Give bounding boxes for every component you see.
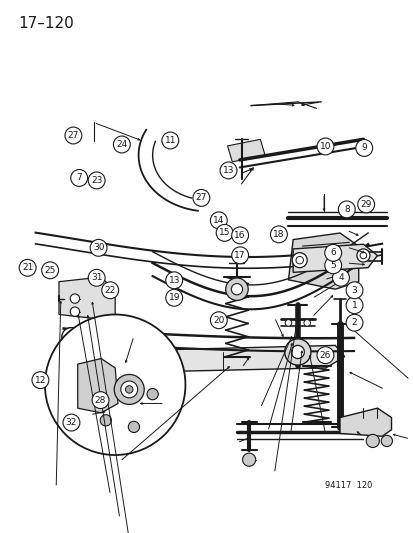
Circle shape: [71, 169, 88, 187]
Text: 17–120: 17–120: [19, 15, 74, 31]
Circle shape: [88, 172, 105, 189]
Circle shape: [147, 389, 158, 400]
Text: 13: 13: [168, 276, 180, 285]
Text: 20: 20: [213, 316, 224, 325]
Circle shape: [337, 201, 354, 218]
Text: 3: 3: [351, 286, 356, 295]
Text: 29: 29: [360, 200, 371, 209]
Circle shape: [90, 239, 107, 256]
Text: 22: 22: [104, 286, 116, 295]
Circle shape: [316, 347, 333, 364]
Text: 19: 19: [168, 293, 180, 302]
Text: 10: 10: [319, 142, 330, 151]
Circle shape: [210, 312, 227, 329]
Text: 26: 26: [319, 351, 330, 360]
Text: 27: 27: [68, 131, 79, 140]
Text: 1: 1: [351, 301, 356, 310]
Circle shape: [216, 224, 233, 241]
Circle shape: [70, 294, 79, 303]
Text: 21: 21: [22, 263, 33, 272]
Polygon shape: [339, 408, 391, 437]
Text: 30: 30: [93, 244, 104, 252]
Circle shape: [291, 345, 304, 359]
Circle shape: [345, 297, 362, 314]
Circle shape: [324, 257, 341, 274]
Circle shape: [121, 381, 138, 398]
Text: 11: 11: [164, 136, 176, 145]
Circle shape: [88, 269, 105, 286]
Text: 31: 31: [91, 273, 102, 282]
Circle shape: [345, 314, 362, 331]
Polygon shape: [292, 244, 377, 272]
Circle shape: [220, 162, 236, 179]
Text: 94117  120: 94117 120: [325, 481, 372, 490]
Text: 15: 15: [218, 228, 230, 237]
Circle shape: [357, 196, 374, 213]
Circle shape: [100, 415, 111, 426]
Polygon shape: [78, 345, 344, 374]
Polygon shape: [288, 233, 358, 289]
Circle shape: [231, 247, 248, 264]
Circle shape: [231, 284, 242, 295]
Circle shape: [210, 212, 227, 229]
Text: 12: 12: [35, 376, 46, 385]
Text: 18: 18: [273, 230, 284, 239]
Polygon shape: [227, 139, 264, 162]
Circle shape: [303, 320, 310, 326]
Circle shape: [128, 421, 139, 432]
Circle shape: [102, 282, 119, 298]
Circle shape: [165, 289, 182, 306]
Text: 25: 25: [44, 266, 56, 275]
Text: 6: 6: [330, 248, 335, 257]
Text: 27: 27: [195, 193, 206, 203]
Circle shape: [284, 339, 310, 365]
Text: 5: 5: [330, 261, 335, 270]
Circle shape: [114, 375, 144, 405]
Circle shape: [65, 127, 82, 144]
Circle shape: [332, 269, 349, 286]
Text: 16: 16: [234, 231, 245, 240]
Circle shape: [192, 189, 209, 206]
Circle shape: [292, 253, 306, 268]
Circle shape: [242, 453, 255, 466]
Circle shape: [113, 136, 130, 153]
Circle shape: [32, 372, 49, 389]
Text: 28: 28: [95, 395, 106, 405]
Polygon shape: [59, 277, 115, 319]
Text: 7: 7: [76, 173, 82, 182]
Text: 24: 24: [116, 140, 127, 149]
Circle shape: [366, 434, 378, 448]
Circle shape: [70, 307, 79, 317]
Circle shape: [324, 245, 341, 261]
Circle shape: [316, 138, 333, 155]
Text: 14: 14: [213, 216, 224, 225]
Circle shape: [63, 414, 80, 431]
Circle shape: [355, 140, 372, 156]
Circle shape: [225, 278, 248, 301]
Circle shape: [42, 262, 58, 279]
Circle shape: [345, 282, 362, 298]
Circle shape: [161, 132, 178, 149]
Circle shape: [270, 226, 287, 243]
Circle shape: [285, 320, 291, 326]
Circle shape: [356, 249, 369, 262]
Polygon shape: [78, 359, 118, 413]
Circle shape: [75, 353, 93, 372]
Text: 13: 13: [222, 166, 234, 175]
Circle shape: [92, 392, 109, 408]
Circle shape: [165, 272, 182, 289]
Text: 8: 8: [343, 205, 349, 214]
Text: 17: 17: [234, 251, 245, 260]
Circle shape: [62, 328, 80, 346]
Circle shape: [380, 435, 392, 447]
Circle shape: [19, 260, 36, 276]
Circle shape: [45, 314, 185, 455]
Text: 2: 2: [351, 318, 356, 327]
Circle shape: [231, 227, 248, 244]
Text: 23: 23: [91, 176, 102, 185]
Text: 32: 32: [66, 418, 77, 427]
Text: 4: 4: [337, 273, 343, 282]
Text: 9: 9: [361, 143, 366, 152]
Circle shape: [125, 386, 133, 393]
